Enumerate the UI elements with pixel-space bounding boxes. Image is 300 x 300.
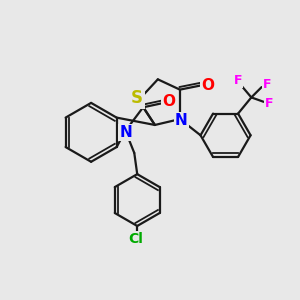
Text: O: O <box>201 78 214 93</box>
Text: S: S <box>131 89 143 107</box>
Text: F: F <box>263 78 271 91</box>
Text: Cl: Cl <box>128 232 143 246</box>
Text: N: N <box>120 125 132 140</box>
Text: O: O <box>163 94 176 109</box>
Text: N: N <box>175 113 188 128</box>
Text: F: F <box>233 74 242 87</box>
Text: F: F <box>265 97 274 110</box>
